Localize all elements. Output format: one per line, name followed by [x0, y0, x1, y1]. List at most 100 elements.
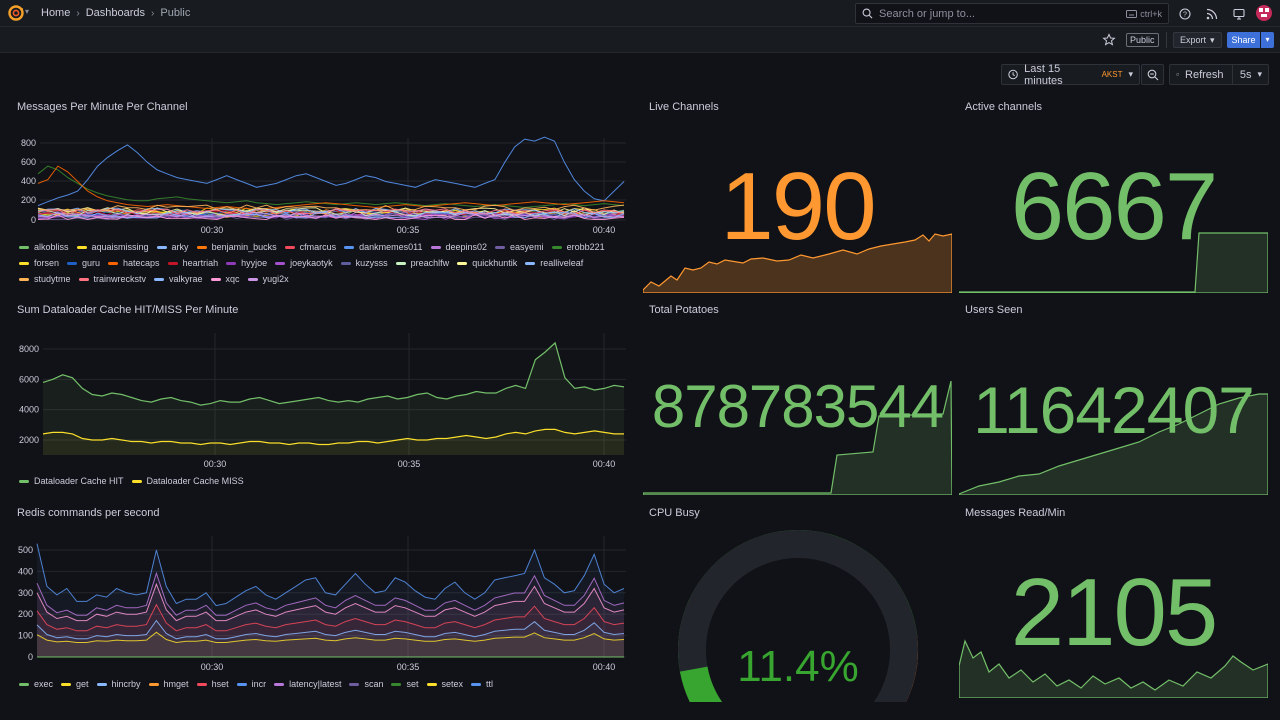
legend-swatch	[395, 261, 406, 265]
legend-item[interactable]: kuzysss	[340, 257, 388, 269]
legend-label: ttl	[486, 679, 494, 689]
chevron-down-icon[interactable]: ▾	[25, 7, 30, 16]
panel-title-active-channels[interactable]: Active channels	[965, 101, 1043, 113]
legend-item[interactable]: quickhuntik	[457, 257, 517, 269]
legend-item[interactable]: set	[391, 678, 419, 690]
series-line-hmget[interactable]	[36, 603, 625, 632]
share-dropdown-chevron-icon[interactable]: ▾	[1261, 32, 1274, 48]
legend-item[interactable]: hincrby	[96, 678, 141, 690]
breadcrumb-home[interactable]: Home	[41, 7, 71, 19]
legend-label: studytme	[34, 274, 71, 284]
legend-item[interactable]: incr	[236, 678, 266, 690]
legend-item[interactable]: alkobliss	[19, 241, 69, 253]
panel-title-total-potatoes[interactable]: Total Potatoes	[649, 304, 719, 316]
legend-item[interactable]: hmget	[148, 678, 189, 690]
series-line[interactable]	[37, 208, 625, 215]
search-input[interactable]: Search or jump to... ctrl+k	[855, 3, 1169, 24]
legend-item[interactable]: dankmemes011	[344, 241, 423, 253]
series-line-hincrby[interactable]	[36, 619, 625, 640]
refresh-button[interactable]: Refresh 5s ▾	[1169, 64, 1269, 85]
time-range-picker[interactable]: Last 15 minutes AKST ▾	[1001, 63, 1140, 87]
legend-item[interactable]: yugi2x	[247, 273, 289, 285]
legend-item[interactable]: preachlfw	[395, 257, 450, 269]
monitor-icon[interactable]	[1231, 6, 1246, 21]
panel-title-messages-read[interactable]: Messages Read/Min	[965, 507, 1066, 519]
legend-item[interactable]: exec	[19, 678, 53, 690]
x-tick-label: 00:30	[201, 662, 224, 672]
legend-item[interactable]: scan	[349, 678, 383, 690]
legend-item[interactable]: Dataloader Cache MISS	[131, 475, 244, 487]
legend-item[interactable]: Dataloader Cache HIT	[19, 475, 124, 487]
panel-title-messages-per-minute[interactable]: Messages Per Minute Per Channel	[17, 101, 188, 113]
series-line[interactable]	[37, 165, 625, 210]
legend-item[interactable]: realliveleaf	[525, 257, 583, 269]
series-line-latency-latest[interactable]	[36, 571, 625, 616]
grafana-logo-icon[interactable]	[8, 5, 24, 21]
legend-item[interactable]: studytme	[19, 273, 71, 285]
refresh-interval[interactable]: 5s	[1239, 68, 1252, 81]
legend-item[interactable]: forsen	[19, 257, 59, 269]
active-channels-value: 6667	[1010, 153, 1219, 260]
redis-chart[interactable]: 500 400 300 200 100 0 00:30 00:35 00:40	[0, 536, 632, 676]
legend-swatch	[156, 245, 167, 249]
legend-item[interactable]: erobb221	[551, 241, 605, 253]
legend-item[interactable]: easyemi	[495, 241, 544, 253]
rss-icon[interactable]	[1204, 6, 1219, 21]
redis-legend: exec get hincrby hmget hset incr latency|lates…	[19, 678, 631, 690]
search-placeholder: Search or jump to...	[879, 7, 975, 20]
messages-per-minute-chart[interactable]: 800 600 400 200 0 00:30 00:35 00:40	[0, 130, 632, 240]
panel-title-cpu-busy[interactable]: CPU Busy	[649, 507, 700, 519]
share-button[interactable]: Share	[1227, 32, 1260, 48]
keyboard-shortcut: ctrl+k	[1126, 9, 1162, 19]
legend-label: hatecaps	[123, 258, 160, 268]
legend-item[interactable]: aquaismissing	[76, 241, 149, 253]
series-line[interactable]	[37, 204, 625, 212]
legend-item[interactable]: trainwreckstv	[78, 273, 146, 285]
legend-item[interactable]: hyyjoe	[226, 257, 267, 269]
legend-item[interactable]: get	[61, 678, 89, 690]
chevron-down-icon: ▾	[1128, 69, 1133, 79]
legend-item[interactable]: guru	[67, 257, 100, 269]
dataloader-chart[interactable]: 8000 6000 4000 2000 00:30 00:35 00:40	[0, 333, 632, 473]
series-line[interactable]	[37, 211, 625, 219]
panel-title-dataloader[interactable]: Sum Dataloader Cache HIT/MISS Per Minute	[17, 304, 239, 316]
legend-label: preachlfw	[410, 258, 450, 268]
y-tick-label: 100	[18, 631, 33, 641]
x-tick-label: 00:35	[397, 225, 420, 235]
public-tag[interactable]: Public	[1126, 33, 1159, 47]
legend-swatch	[131, 479, 142, 483]
panel-title-redis[interactable]: Redis commands per second	[17, 507, 160, 519]
zoom-out-button[interactable]	[1141, 64, 1164, 85]
series-line-get[interactable]	[36, 631, 625, 644]
panel-title-users-seen[interactable]: Users Seen	[965, 304, 1023, 316]
breadcrumb-dashboards[interactable]: Dashboards	[85, 7, 146, 19]
legend-label: quickhuntik	[472, 258, 518, 268]
panel-title-live-channels[interactable]: Live Channels	[649, 101, 719, 113]
legend-swatch	[167, 261, 178, 265]
legend-label: hset	[211, 679, 229, 689]
series-line-cache-miss[interactable]	[42, 428, 624, 446]
series-line-incr[interactable]	[36, 543, 625, 607]
help-icon[interactable]: ?	[1177, 6, 1192, 21]
legend-item[interactable]: cfmarcus	[284, 241, 336, 253]
legend-item[interactable]: latency|latest	[274, 678, 341, 690]
legend-item[interactable]: valkyrae	[154, 273, 203, 285]
star-icon[interactable]	[1102, 33, 1116, 47]
legend-item[interactable]: hset	[196, 678, 229, 690]
legend-item[interactable]: deepins02	[430, 241, 487, 253]
legend-item[interactable]: setex	[426, 678, 463, 690]
legend-item[interactable]: benjamin_bucks	[196, 241, 277, 253]
series-line[interactable]	[37, 165, 625, 209]
chevron-right-icon: ›	[76, 7, 80, 19]
series-line[interactable]	[37, 136, 625, 207]
legend-item[interactable]: arky	[156, 241, 189, 253]
avatar[interactable]	[1256, 5, 1272, 21]
legend-item[interactable]: hatecaps	[108, 257, 160, 269]
series-line-cache-hit[interactable]	[42, 341, 625, 406]
export-button[interactable]: Export ▾	[1173, 32, 1222, 48]
legend-item[interactable]: heartriah	[167, 257, 218, 269]
series-line-hset[interactable]	[36, 582, 625, 622]
legend-item[interactable]: joeykaotyk	[275, 257, 333, 269]
legend-item[interactable]: ttl	[471, 678, 493, 690]
legend-item[interactable]: xqc	[210, 273, 240, 285]
